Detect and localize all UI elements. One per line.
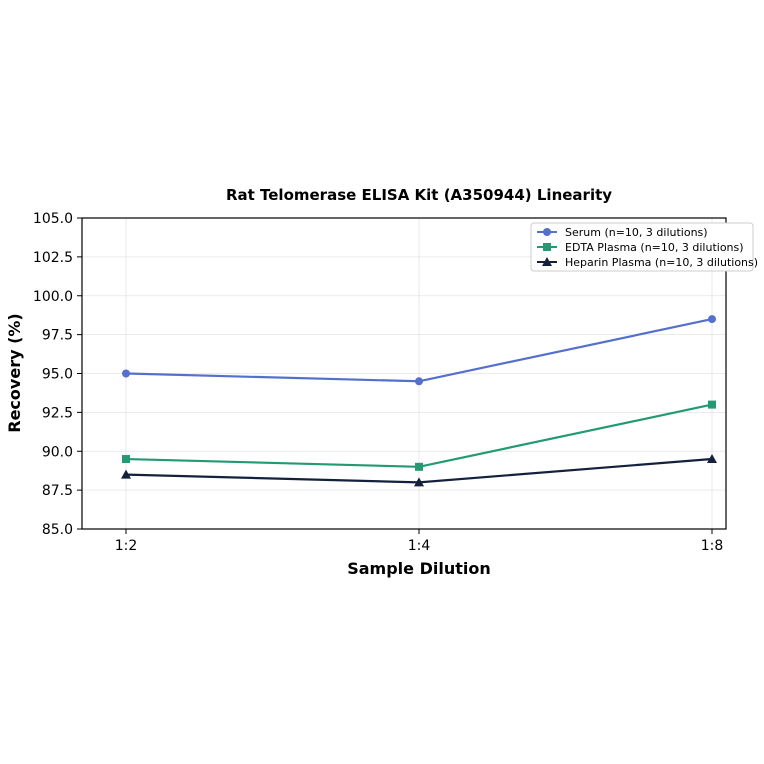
- legend-marker: [542, 257, 552, 266]
- x-tick-label: 1:4: [408, 538, 431, 554]
- series-layer: [121, 315, 717, 487]
- data-point: [414, 477, 424, 487]
- y-axis: 85.0 87.5 90.0 92.5 95.0 97.5 100.0 102.5 105.0: [33, 211, 82, 538]
- legend: Serum (n=10, 3 dilutions) EDTA Plasma (n=…: [530, 222, 758, 272]
- legend-item: Heparin Plasma (n=10, 3 dilutions): [537, 256, 758, 269]
- series-0: [122, 315, 716, 386]
- data-point: [708, 400, 716, 409]
- y-tick-label: 102.5: [33, 250, 73, 266]
- data-point: [121, 469, 131, 479]
- data-point: [415, 462, 423, 471]
- y-tick-label: 85.0: [42, 522, 73, 538]
- y-tick-label: 87.5: [42, 483, 73, 499]
- y-tick-label: 95.0: [42, 367, 73, 383]
- x-tick-label: 1:8: [701, 538, 724, 554]
- data-point: [122, 369, 130, 378]
- series-1: [122, 400, 716, 471]
- y-tick-label: 92.5: [42, 405, 73, 421]
- chart-title: Rat Telomerase ELISA Kit (A350944) Linea…: [226, 186, 612, 204]
- x-tick-label: 1:2: [115, 538, 138, 554]
- y-tick-label: 100.0: [33, 289, 73, 305]
- y-axis-label: Recovery (%): [5, 313, 24, 432]
- data-point: [707, 454, 717, 464]
- legend-label: Serum (n=10, 3 dilutions): [565, 226, 708, 239]
- legend-item: EDTA Plasma (n=10, 3 dilutions): [537, 241, 744, 254]
- y-tick-label: 105.0: [33, 211, 73, 227]
- legend-label: EDTA Plasma (n=10, 3 dilutions): [565, 241, 744, 254]
- legend-item: Serum (n=10, 3 dilutions): [537, 226, 708, 239]
- data-point: [708, 315, 716, 324]
- y-tick-label: 97.5: [42, 328, 73, 344]
- legend-box: [530, 222, 754, 272]
- legend-marker: [543, 228, 551, 236]
- y-tick-label: 90.0: [42, 444, 73, 460]
- legend-label: Heparin Plasma (n=10, 3 dilutions): [565, 256, 758, 269]
- x-axis: 1:2 1:4 1:8: [115, 529, 724, 554]
- x-axis-label: Sample Dilution: [347, 559, 491, 578]
- data-point: [415, 377, 423, 386]
- data-point: [122, 455, 130, 464]
- series-2: [121, 454, 717, 487]
- legend-marker: [543, 243, 551, 251]
